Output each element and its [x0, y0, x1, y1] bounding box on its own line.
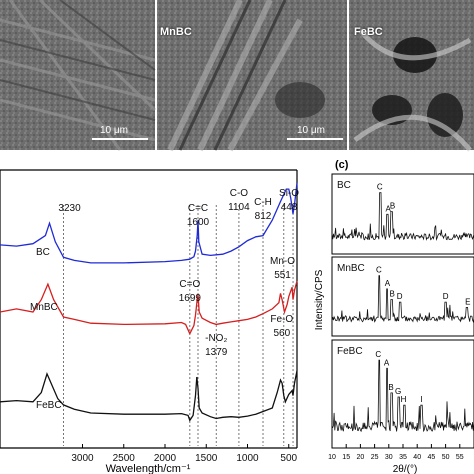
xrd-x-tick-label: 25 [371, 454, 379, 461]
ftir-x-tick-label: 1500 [195, 453, 218, 464]
xrd-y-axis-label: Intensity/CPS [314, 269, 325, 330]
ftir-annotation: 812 [255, 211, 272, 222]
scale-bar [287, 138, 343, 140]
sem-tag-mnbc: MnBC [160, 26, 192, 38]
ftir-x-tick-label: 3000 [71, 453, 94, 464]
ftir-annotation: 1600 [187, 217, 210, 228]
xrd-x-tick-label: 10 [328, 454, 336, 461]
xrd-peak-label: C [376, 266, 382, 275]
xrd-x-tick-label: 15 [342, 454, 350, 461]
ftir-annotation: 560 [273, 328, 290, 339]
ftir-series-mnbc [0, 280, 298, 336]
ftir-annotation: 1104 [228, 202, 250, 213]
sem-panel-febc [349, 0, 474, 152]
xrd-peak-label: A [386, 204, 392, 213]
sem-panel-bc [0, 0, 157, 151]
ftir-series-bc [0, 182, 298, 264]
xrd-subplot-febc: FeBC CA B GH I [331, 339, 474, 449]
xrd-peak-label: D [397, 292, 403, 301]
xrd-peak-label: C [377, 183, 383, 192]
scale-label-mnbc: 10 μm [297, 125, 325, 136]
xrd-peak-label: B [390, 290, 395, 299]
scale-bar [92, 138, 148, 140]
xrd-subplot-name: BC [337, 180, 351, 191]
ftir-annotation: Mn-O [270, 256, 295, 267]
xrd-trace-bc [331, 192, 474, 241]
xrd-peak-label: B [388, 383, 393, 392]
ftir-x-tick-label: 500 [280, 453, 297, 464]
scale-label-bc: 10 μm [100, 125, 128, 136]
ftir-annotation: C=O [179, 279, 200, 290]
xrd-peak-label: B [390, 202, 395, 211]
xrd-subplot-frame [331, 256, 474, 337]
ftir-annotation: C-H [254, 197, 272, 208]
ftir-annotation: Si-O [279, 188, 299, 199]
xrd-trace-febc [331, 359, 474, 433]
ftir-annotation: 551 [274, 270, 291, 281]
xrd-subplot-bc: BC C AB [331, 173, 474, 255]
ftir-annotation: 1699 [179, 293, 202, 304]
xrd-panel-label: (c) [335, 159, 349, 171]
ftir-series-label-mnbc: MnBC [30, 302, 58, 313]
sem-panel-mnbc [157, 0, 347, 152]
ftir-x-tick-label: 1000 [236, 453, 259, 464]
sem-tag-febc: FeBC [354, 26, 383, 38]
xrd-x-tick-label: 30 [385, 454, 393, 461]
xrd-x-axis-label: 2θ/(°) [393, 464, 418, 474]
xrd-peak-label: G [395, 387, 401, 396]
xrd-peak-label: I [420, 395, 422, 404]
xrd-peak-label: A [384, 358, 390, 367]
ftir-annotation: Fe-O [270, 314, 293, 325]
ftir-x-axis-label: Wavelength/cm⁻¹ [106, 463, 191, 474]
xrd-subplot-name: MnBC [337, 263, 365, 274]
xrd-peak-label: E [465, 297, 470, 306]
xrd-peak-label: D [443, 292, 449, 301]
xrd-x-tick-label: 55 [456, 454, 464, 461]
xrd-x-tick-label: 35 [399, 454, 407, 461]
xrd-trace-mnbc [331, 275, 474, 323]
xrd-x-tick-label: 40 [413, 454, 421, 461]
ftir-annotation: 448 [281, 202, 298, 213]
ftir-chart: 3000 2500 2000 1500 1000 500 3230 C=C 1600 C-O 11… [0, 169, 299, 474]
xrd-peak-label: A [385, 279, 391, 288]
ftir-annotation: C=C [188, 203, 208, 214]
xrd-x-tick-label: 50 [442, 454, 450, 461]
ftir-series-febc [0, 370, 298, 422]
ftir-annotation: 1379 [205, 347, 228, 358]
xrd-subplot-frame [331, 173, 474, 255]
ftir-annotation: 3230 [58, 203, 81, 214]
xrd-subplot-name: FeBC [337, 346, 363, 357]
ftir-x-tick-label: 2000 [154, 453, 177, 464]
xrd-x-tick-label: 20 [357, 454, 365, 461]
ftir-annotation: -NO₂ [205, 333, 227, 344]
ftir-x-tick-label: 2500 [113, 453, 136, 464]
xrd-peak-label: H [401, 395, 407, 404]
xrd-subplot-mnbc: MnBC CAB D DE [331, 256, 474, 337]
ftir-series-label-bc: BC [36, 247, 50, 258]
ftir-annotation: C-O [230, 188, 249, 199]
xrd-peak-label: C [375, 350, 381, 359]
xrd-x-tick-label: 45 [428, 454, 436, 461]
ftir-series-label-febc: FeBC [36, 400, 62, 411]
